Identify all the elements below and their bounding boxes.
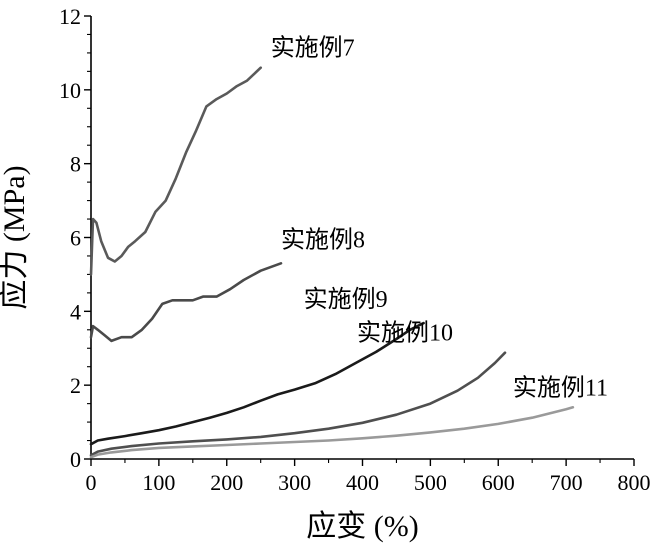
series-line-10	[91, 353, 505, 456]
x-tick-label: 700	[550, 470, 583, 495]
y-tick-label: 12	[59, 4, 81, 29]
series-label-8: 实施例8	[281, 226, 365, 253]
x-axis-title: 应变 (%)	[306, 510, 418, 543]
x-tick-label: 200	[210, 470, 243, 495]
x-tick-label: 0	[86, 470, 97, 495]
series-labels: 实施例7 实施例8 实施例9 实施例10 实施例11	[271, 35, 608, 402]
series-label-11: 实施例11	[513, 374, 608, 401]
y-tick-label: 0	[70, 447, 81, 472]
y-tick-label: 8	[70, 152, 81, 177]
series-layer	[91, 68, 573, 458]
series-label-9: 实施例9	[304, 286, 388, 313]
y-tick-label: 4	[70, 299, 81, 324]
y-tick-label: 6	[70, 226, 81, 251]
x-tick-label: 800	[618, 470, 651, 495]
y-tick-label: 10	[59, 78, 81, 103]
x-tick-label: 400	[346, 470, 379, 495]
x-tick-label: 500	[414, 470, 447, 495]
y-axis-title: 应力 (MPa)	[0, 165, 31, 309]
x-tick-label: 300	[278, 470, 311, 495]
y-tick-label: 2	[70, 373, 81, 398]
series-line-8	[91, 263, 281, 341]
x-tick-label: 100	[142, 470, 175, 495]
series-label-10: 实施例10	[357, 320, 453, 347]
series-line-7	[91, 68, 261, 275]
series-label-7: 实施例7	[271, 35, 355, 62]
series-line-11	[91, 407, 573, 457]
x-tick-label: 600	[482, 470, 515, 495]
